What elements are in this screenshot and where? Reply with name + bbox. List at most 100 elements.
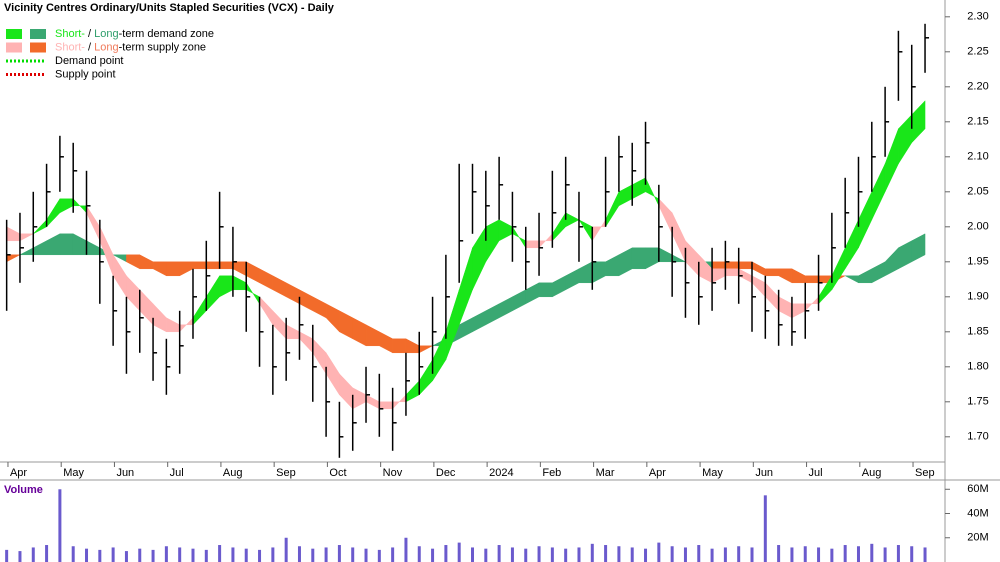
- volume-bar: [790, 547, 794, 562]
- long-zone: [538, 282, 553, 298]
- x-tick-label: Apr: [649, 467, 666, 479]
- volume-bar: [604, 545, 608, 562]
- volume-bar: [657, 542, 661, 562]
- legend-label: Supply point: [55, 68, 116, 80]
- volume-bar: [337, 545, 341, 562]
- volume-bar: [856, 546, 860, 562]
- long-zone: [206, 261, 220, 270]
- long-zone: [192, 261, 207, 270]
- volume-bar: [564, 548, 568, 562]
- volume-bar: [85, 548, 89, 562]
- legend-swatch: [30, 42, 46, 53]
- volume-bar: [830, 548, 834, 562]
- volume-bar: [910, 546, 914, 562]
- long-zone: [765, 268, 779, 277]
- volume-bar: [31, 547, 35, 562]
- volume-bar: [683, 547, 687, 562]
- x-tick-label: May: [702, 467, 723, 479]
- x-tick-label: Feb: [542, 467, 561, 479]
- volume-bar: [404, 537, 408, 562]
- volume-bar: [763, 495, 767, 562]
- volume-bar: [630, 547, 634, 562]
- x-tick-label: 2024: [489, 467, 513, 479]
- volume-bar: [457, 542, 461, 562]
- volume-bar: [524, 548, 528, 562]
- legend-text: -term demand zone: [119, 28, 214, 40]
- legend-label: Demand point: [55, 55, 124, 67]
- y-tick-label: 2.25: [967, 46, 988, 58]
- x-tick-label: Oct: [329, 467, 346, 479]
- x-tick-label: Jun: [755, 467, 773, 479]
- y-tick-label: 1.75: [967, 396, 988, 408]
- volume-bar: [510, 547, 514, 562]
- x-tick-label: Jul: [809, 467, 823, 479]
- volume-bar: [18, 551, 22, 562]
- y-tick-label: 1.80: [967, 361, 988, 373]
- x-tick-label: Apr: [10, 467, 27, 479]
- y-tick-label: 2.00: [967, 221, 988, 233]
- volume-bar: [497, 545, 501, 562]
- x-tick-label: Mar: [596, 467, 615, 479]
- volume-bar: [670, 546, 674, 562]
- legend-text: Demand point: [55, 55, 124, 67]
- zones: [6, 100, 926, 410]
- y-tick-label: 1.90: [967, 291, 988, 303]
- volume-bar: [817, 547, 821, 562]
- volume-bar: [58, 489, 62, 562]
- volume-title: Volume: [4, 484, 43, 496]
- y-tick-label: 40M: [967, 507, 988, 519]
- volume-bar: [590, 543, 594, 562]
- long-zone: [738, 261, 753, 270]
- y-tick-label: 60M: [967, 483, 988, 495]
- volume-bar: [391, 547, 395, 562]
- short-zone: [911, 100, 926, 144]
- volume-bar: [71, 546, 75, 562]
- volume-bar: [537, 546, 541, 562]
- volume-bar: [577, 547, 581, 562]
- volume-bar: [843, 545, 847, 562]
- long-zone: [804, 275, 819, 284]
- legend-swatch: [6, 29, 22, 39]
- long-zone: [711, 261, 726, 270]
- price-bars: [5, 23, 930, 458]
- long-zone: [219, 261, 234, 270]
- y-tick-label: 2.15: [967, 116, 988, 128]
- legend-text: Supply point: [55, 68, 116, 80]
- volume-bar: [364, 548, 368, 562]
- long-zone: [631, 247, 646, 270]
- volume-bar: [271, 547, 275, 562]
- legend-text: /: [85, 41, 94, 53]
- y-tick-label: 20M: [967, 532, 988, 544]
- volume-bar: [710, 548, 714, 562]
- long-zone: [59, 233, 74, 256]
- volume-bar: [151, 549, 155, 562]
- volume-bar: [550, 547, 554, 562]
- short-zone: [725, 268, 739, 277]
- volume-bar: [191, 548, 195, 562]
- volume-bar: [351, 547, 355, 562]
- legend-text: /: [85, 28, 94, 40]
- volume-bar: [737, 546, 741, 562]
- y-tick-label: 1.85: [967, 326, 988, 338]
- volume-bar: [617, 546, 621, 562]
- volume-bar: [777, 545, 781, 562]
- y-tick-label: 2.30: [967, 11, 988, 23]
- volume-bar: [471, 547, 474, 562]
- volume-bar: [297, 546, 301, 562]
- x-tick-label: Aug: [223, 467, 243, 479]
- short-zone: [379, 401, 393, 410]
- volume-bar: [98, 549, 102, 562]
- legend-text: Short-: [55, 41, 85, 53]
- y-tick-label: 2.05: [967, 186, 988, 198]
- volume-bar: [324, 547, 328, 562]
- volume-bar: [697, 545, 701, 562]
- volume-bar: [444, 545, 448, 562]
- volume-bar: [124, 551, 128, 562]
- volume-bar: [218, 545, 222, 562]
- volume-bar: [377, 549, 381, 562]
- volume-bar: [417, 546, 421, 562]
- x-tick-label: May: [63, 467, 84, 479]
- volume-bar: [644, 548, 648, 562]
- long-zone: [166, 261, 180, 277]
